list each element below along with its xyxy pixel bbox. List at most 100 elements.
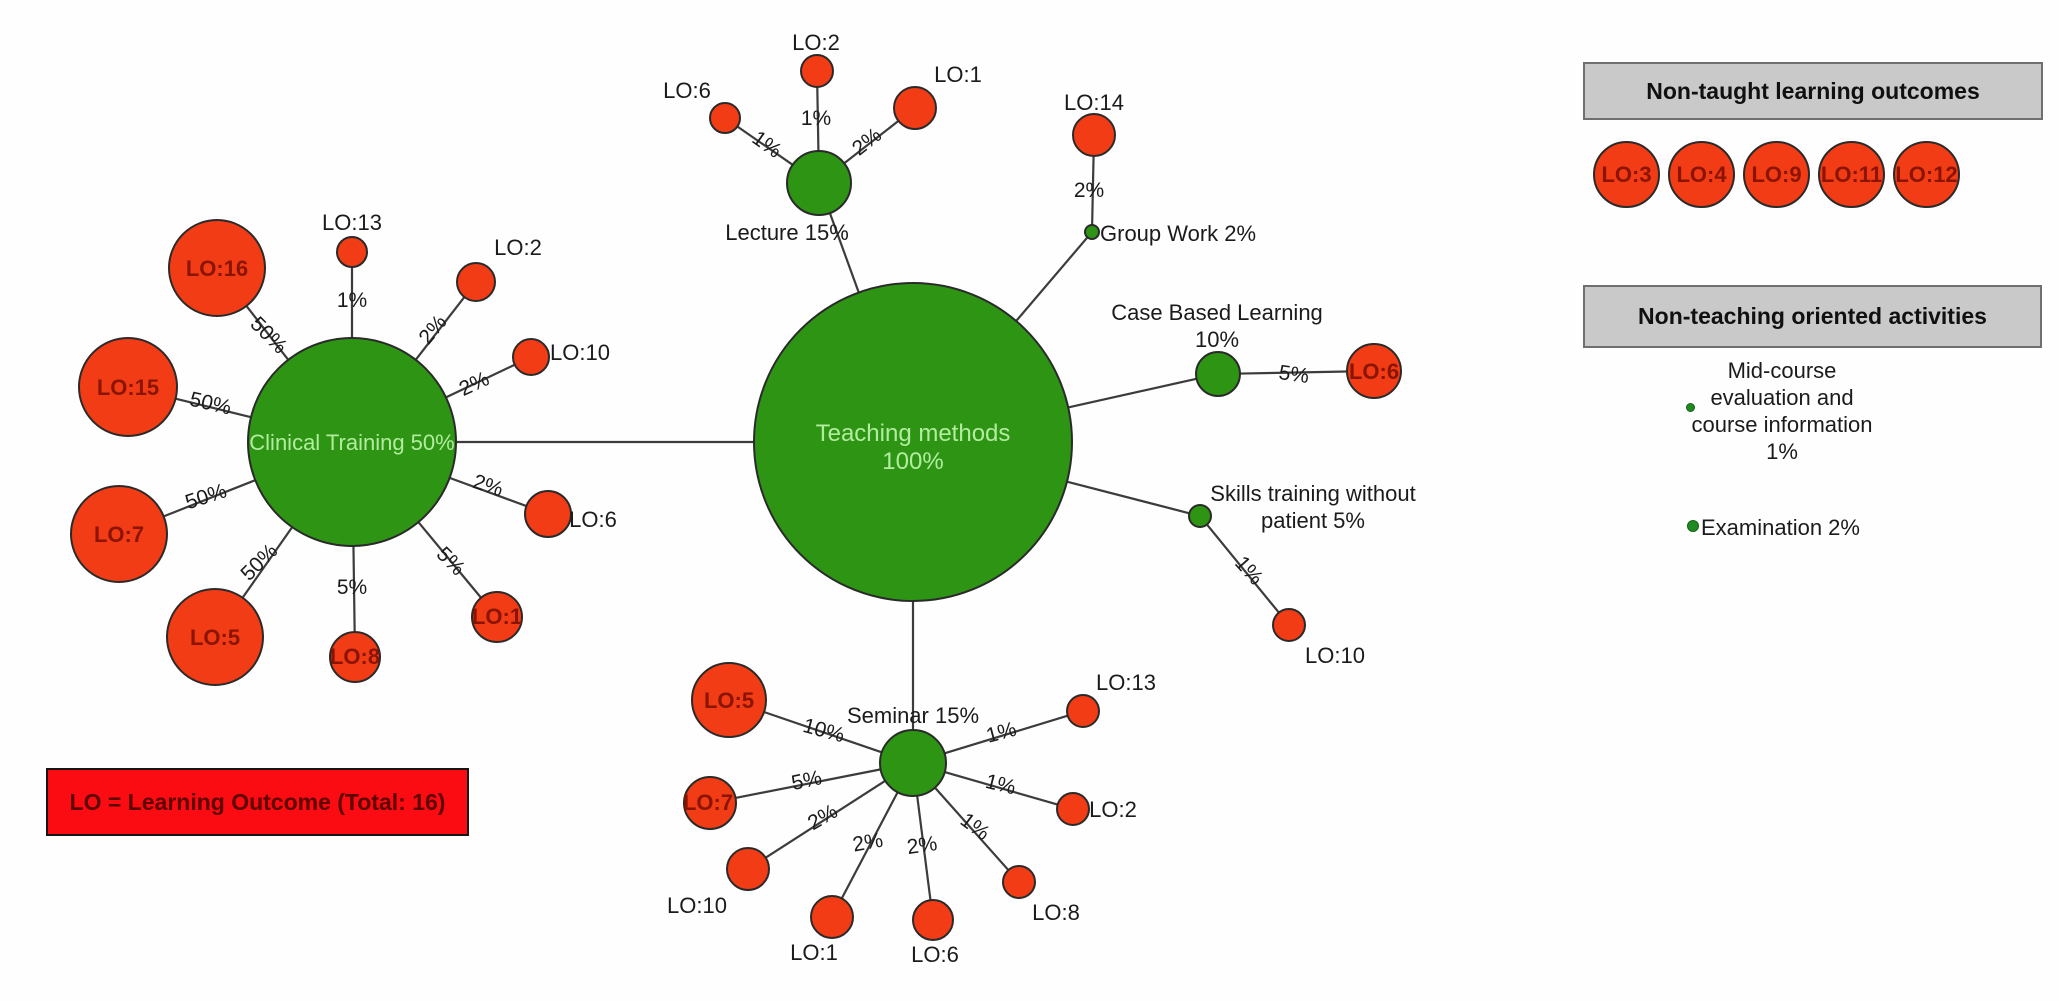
edge-clinical-cl_lo10 [445, 363, 516, 399]
node-lec_lo1 [893, 86, 937, 130]
node-sk_lo10 [1272, 608, 1306, 642]
graph-label: LO:10 [1305, 643, 1365, 668]
edge-teaching-skills [1066, 480, 1190, 515]
edge-seminar-sem_lo6 [916, 795, 932, 901]
node-cl_lo7 [70, 485, 168, 583]
graph-label: LO:2 [792, 30, 840, 55]
node-cl_lo5 [166, 588, 264, 686]
node-cbl_lo6 [1346, 343, 1402, 399]
edge-lecture-lec_lo6 [736, 125, 794, 166]
edge-label-clinical-cl_lo8: 5% [337, 576, 367, 599]
graph-label: patient 5% [1261, 508, 1365, 533]
node-cl_lo10 [512, 338, 550, 376]
graph-label: LO:14 [1064, 90, 1124, 115]
mid-course-line-3: course information [1691, 412, 1873, 437]
edge-label-clinical-cl_lo7: 50% [182, 479, 229, 514]
node-teaching [753, 282, 1073, 602]
node-lec_lo2 [800, 54, 834, 88]
graph-label: LO:10 [550, 340, 610, 365]
edge-label-seminar-sem_lo13: 1% [984, 718, 1019, 748]
graph-label: LO:1 [472, 604, 522, 629]
edge-clinical-cl_lo15 [175, 397, 252, 419]
edge-label-clinical-cl_lo15: 50% [187, 388, 233, 420]
edge-clinical-cl_lo16 [245, 305, 290, 361]
node-sem_lo6 [912, 899, 954, 941]
edge-label-clinical-cl_lo16: 50% [246, 312, 292, 358]
node-skills [1188, 504, 1212, 528]
edge-label-seminar-sem_lo6: 2% [905, 832, 938, 859]
non-taught-outcomes-title: Non-taught learning outcomes [1646, 77, 1980, 104]
edge-label-clinical-cl_lo10: 2% [456, 367, 493, 401]
edge-seminar-sem_lo8 [934, 786, 1010, 871]
mid-course-line-2: evaluation and [1710, 385, 1854, 410]
non-taught-outcome-circle: LO:3 [1593, 141, 1660, 208]
edge-clinical-cl_lo6 [449, 476, 527, 508]
graph-label: Seminar 15% [847, 703, 979, 728]
edge-label-seminar-sem_lo2: 1% [983, 770, 1018, 800]
edge-groupwork-gw_lo14 [1091, 155, 1095, 226]
graph-label: LO:7 [94, 522, 144, 547]
legend-label: LO = Learning Outcome (Total: 16) [69, 788, 446, 815]
examination-dot-icon [1687, 520, 1699, 532]
node-seminar [879, 729, 947, 797]
node-cl_lo16 [168, 219, 266, 317]
non-teaching-activities-title: Non-teaching oriented activities [1638, 303, 1987, 329]
non-taught-outcome-circle: LO:4 [1668, 141, 1735, 208]
edge-label-cbl-cbl_lo6: 5% [1277, 361, 1310, 388]
graph-label: LO:6 [663, 78, 711, 103]
edge-teaching-lecture [828, 212, 860, 293]
edge-lecture-lec_lo2 [816, 86, 820, 152]
graph-label: LO:16 [186, 256, 248, 281]
edge-label-clinical-cl_lo1: 5% [432, 543, 470, 581]
edge-label-lecture-lec_lo2: 1% [801, 107, 831, 130]
non-taught-outcome-circle: LO:12 [1893, 141, 1960, 208]
edge-teaching-groupwork [1015, 236, 1089, 322]
edge-teaching-cbl [1067, 377, 1197, 409]
node-sem_lo5 [691, 662, 767, 738]
graph-label: LO:6 [569, 507, 617, 532]
graph-label: Lecture 15% [725, 220, 849, 245]
graph-label: LO:13 [1096, 670, 1156, 695]
edge-label-clinical-cl_lo2: 2% [414, 311, 451, 349]
graph-label: Case Based Learning [1111, 300, 1323, 325]
node-cbl [1195, 351, 1241, 397]
mid-course-line-1: Mid-course [1727, 358, 1837, 383]
edge-seminar-sem_lo13 [944, 714, 1069, 755]
edge-seminar-sem_lo7 [735, 768, 881, 800]
non-taught-outcomes-row: LO:3 LO:4 LO:9 LO:11 LO:12 [1593, 141, 1960, 208]
node-cl_lo1 [471, 591, 523, 643]
non-taught-outcomes-header: Non-taught learning outcomes [1583, 62, 2043, 120]
edge-label-clinical-cl_lo13: 1% [337, 289, 367, 312]
graph-label: LO:2 [494, 235, 542, 260]
edge-clinical-cl_lo1 [417, 521, 482, 599]
edge-label-clinical-cl_lo5: 50% [236, 539, 282, 585]
mid-course-line-4: 1% [1766, 439, 1798, 464]
node-sem_lo1 [810, 895, 854, 939]
edge-label-seminar-sem_lo1: 2% [851, 829, 885, 857]
graph-label: Skills training without [1210, 481, 1415, 506]
graph-label: Group Work 2% [1100, 221, 1256, 246]
graph-label: LO:1 [790, 940, 838, 965]
graph-label: LO:6 [911, 942, 959, 967]
node-sem_lo8 [1002, 865, 1036, 899]
graph-label: LO:5 [190, 625, 240, 650]
node-clinical [247, 337, 457, 547]
node-cl_lo15 [78, 337, 178, 437]
mid-course-dot-icon [1686, 403, 1695, 412]
edge-label-groupwork-gw_lo14: 2% [1074, 179, 1104, 202]
edge-seminar-sem_lo1 [840, 791, 899, 899]
edge-lecture-lec_lo1 [843, 120, 900, 165]
node-sem_lo7 [683, 776, 737, 830]
edge-label-seminar-sem_lo5: 10% [800, 714, 847, 747]
graph-label: LO:6 [1349, 359, 1399, 384]
node-sem_lo10 [726, 847, 770, 891]
edge-label-skills-sk_lo10: 1% [1230, 552, 1267, 590]
node-cl_lo8 [329, 631, 381, 683]
edge-clinical-cl_lo5 [241, 526, 294, 599]
graph-label: 100% [882, 448, 943, 475]
node-sem_lo2 [1056, 792, 1090, 826]
node-lec_lo6 [709, 102, 741, 134]
graph-label: LO:8 [1032, 900, 1080, 925]
edge-label-seminar-sem_lo8: 1% [956, 808, 994, 845]
